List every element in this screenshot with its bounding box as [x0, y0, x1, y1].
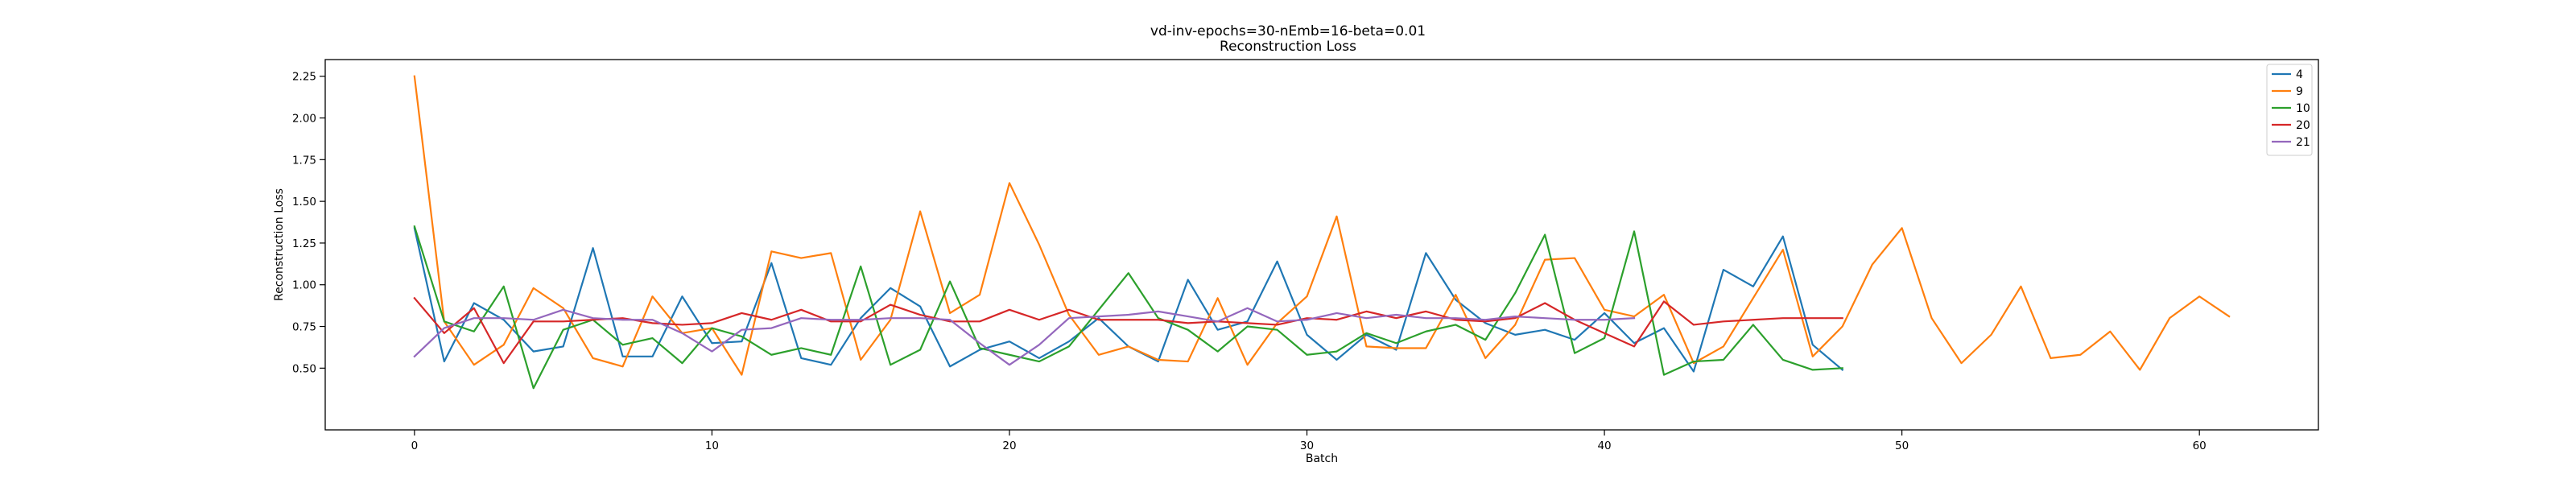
legend: 4 9 10 20 21 — [2266, 64, 2313, 156]
series-line-9 — [413, 75, 2231, 376]
legend-label-20: 20 — [2296, 119, 2310, 132]
x-tick-label: 40 — [1597, 440, 1611, 452]
y-tick-label: 1.50 — [292, 196, 316, 208]
y-tick-label: 2.25 — [292, 71, 316, 84]
x-tick-label: 0 — [411, 440, 419, 452]
x-tick-label: 30 — [1300, 440, 1314, 452]
series-line-10 — [413, 225, 1843, 390]
legend-label-9: 9 — [2296, 85, 2303, 98]
y-tick-label: 2.00 — [292, 113, 316, 126]
x-tick-label: 50 — [1895, 440, 1909, 452]
x-tick-label: 10 — [705, 440, 719, 452]
legend-label-4: 4 — [2296, 68, 2303, 81]
chart-subtitle: Reconstruction Loss — [1220, 39, 1356, 55]
legend-label-21: 21 — [2296, 136, 2310, 149]
x-tick-label: 60 — [2193, 440, 2207, 452]
x-axis-label: Batch — [1306, 452, 1338, 465]
series-layer — [413, 75, 2231, 390]
y-tick-label: 1.75 — [292, 154, 316, 167]
x-tick-label: 20 — [1002, 440, 1016, 452]
series-line-20 — [413, 296, 1843, 365]
y-tick-label: 0.75 — [292, 321, 316, 334]
y-tick-label: 0.50 — [292, 362, 316, 375]
chart-title: vd-inv-epochs=30-nEmb=16-beta=0.01 — [1150, 23, 1426, 39]
y-axis: 0.50 0.75 1.00 1.25 1.50 1.75 2.00 2.25 — [292, 71, 325, 375]
legend-box — [2266, 64, 2313, 156]
y-tick-label: 1.25 — [292, 237, 316, 250]
legend-label-10: 10 — [2296, 102, 2310, 115]
plot-frame — [324, 59, 2319, 431]
y-axis-label: Reconstruction Loss — [273, 188, 286, 301]
y-tick-label: 1.00 — [292, 279, 316, 292]
series-line-21 — [413, 307, 1636, 366]
x-axis: 0 10 20 30 40 50 60 — [411, 430, 2207, 452]
